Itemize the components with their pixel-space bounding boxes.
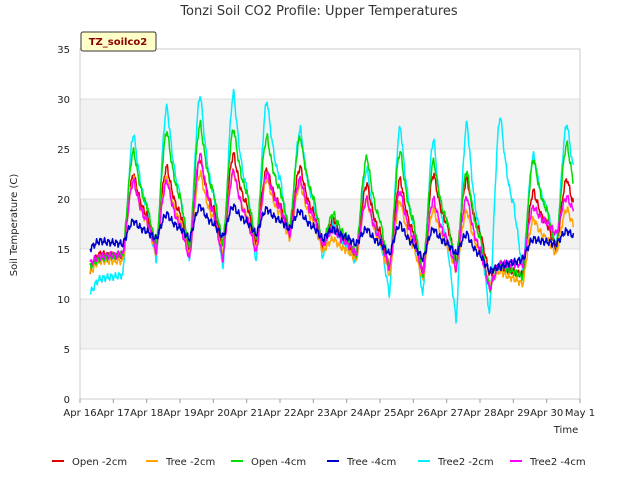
x-tick-label: Apr 29 — [497, 408, 530, 419]
x-tick-label: May 1 — [565, 408, 595, 419]
x-tick-label: Apr 17 — [97, 408, 130, 419]
legend: Open -2cm Tree -2cm Open -4cm Tree -4cm Tree… — [52, 457, 586, 468]
series-layer — [89, 88, 575, 324]
legend-item: Tree2 -4cm — [510, 457, 586, 468]
series-line-5 — [89, 203, 575, 275]
x-axis-ticks: Apr 16 Apr 17 Apr 18 Apr 19 Apr 20 Apr 21 Apr … — [63, 399, 595, 419]
legend-item: Open -2cm — [52, 457, 127, 468]
y-tick-label: 0 — [64, 395, 70, 406]
y-tick-label: 25 — [57, 145, 70, 156]
series-line-0 — [89, 88, 575, 324]
y-tick-label: 10 — [57, 295, 70, 306]
y-tick-label: 35 — [57, 45, 70, 56]
dataset-badge-label: TZ_soilco2 — [89, 37, 148, 48]
x-tick-label: Apr 26 — [397, 408, 430, 419]
legend-item: Open -4cm — [231, 457, 306, 468]
x-tick-label: Apr 16 — [63, 408, 96, 419]
dataset-badge: TZ_soilco2 — [80, 31, 157, 52]
legend-item: Tree2 -2cm — [418, 457, 494, 468]
x-tick-label: Apr 30 — [530, 408, 563, 419]
x-tick-label: Apr 25 — [363, 408, 396, 419]
legend-label: Tree2 -4cm — [529, 457, 586, 468]
x-tick-label: Apr 18 — [130, 408, 163, 419]
x-tick-label: Apr 23 — [297, 408, 330, 419]
dataset-badge-box — [80, 31, 157, 52]
y-tick-label: 15 — [57, 245, 70, 256]
x-tick-label: Apr 19 — [163, 408, 196, 419]
y-tick-label: 30 — [57, 95, 70, 106]
x-tick-label: Apr 24 — [330, 408, 363, 419]
grid-bands — [80, 99, 580, 349]
x-tick-label: Apr 21 — [230, 408, 263, 419]
legend-label: Tree -4cm — [346, 457, 396, 468]
legend-item: Tree -4cm — [327, 457, 396, 468]
grid-band — [80, 299, 580, 349]
legend-label: Open -4cm — [251, 457, 306, 468]
legend-label: Tree2 -2cm — [437, 457, 494, 468]
legend-item: Tree -2cm — [146, 457, 215, 468]
y-axis-ticks: 0 5 10 15 20 25 30 35 — [57, 45, 70, 406]
x-tick-label: Apr 20 — [197, 408, 230, 419]
x-tick-label: Apr 28 — [463, 408, 496, 419]
x-tick-label: Apr 22 — [263, 408, 296, 419]
plot-frame — [79, 48, 581, 400]
x-tick-label: Apr 27 — [430, 408, 463, 419]
grid-band — [80, 99, 580, 149]
y-axis-label: Soil Temperature (C) — [9, 174, 20, 277]
chart-title: Tonzi Soil CO2 Profile: Upper Temperatur… — [179, 4, 458, 19]
x-axis-label: Time — [553, 425, 578, 436]
legend-label: Open -2cm — [72, 457, 127, 468]
y-tick-label: 20 — [57, 195, 70, 206]
legend-label: Tree -2cm — [165, 457, 215, 468]
y-tick-label: 5 — [64, 345, 70, 356]
